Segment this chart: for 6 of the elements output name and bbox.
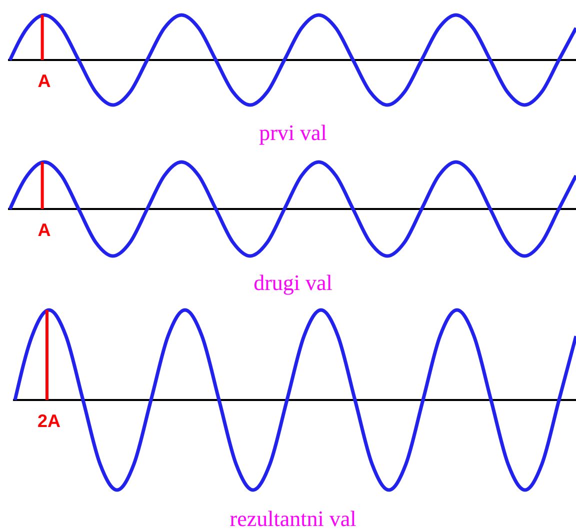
text: drugi val: [254, 270, 332, 295]
text: rezultantni val: [230, 506, 356, 531]
annotation: A: [38, 220, 51, 240]
annotation: 2A: [37, 411, 61, 431]
annotation: A: [38, 71, 51, 91]
text: prvi val: [259, 120, 327, 145]
